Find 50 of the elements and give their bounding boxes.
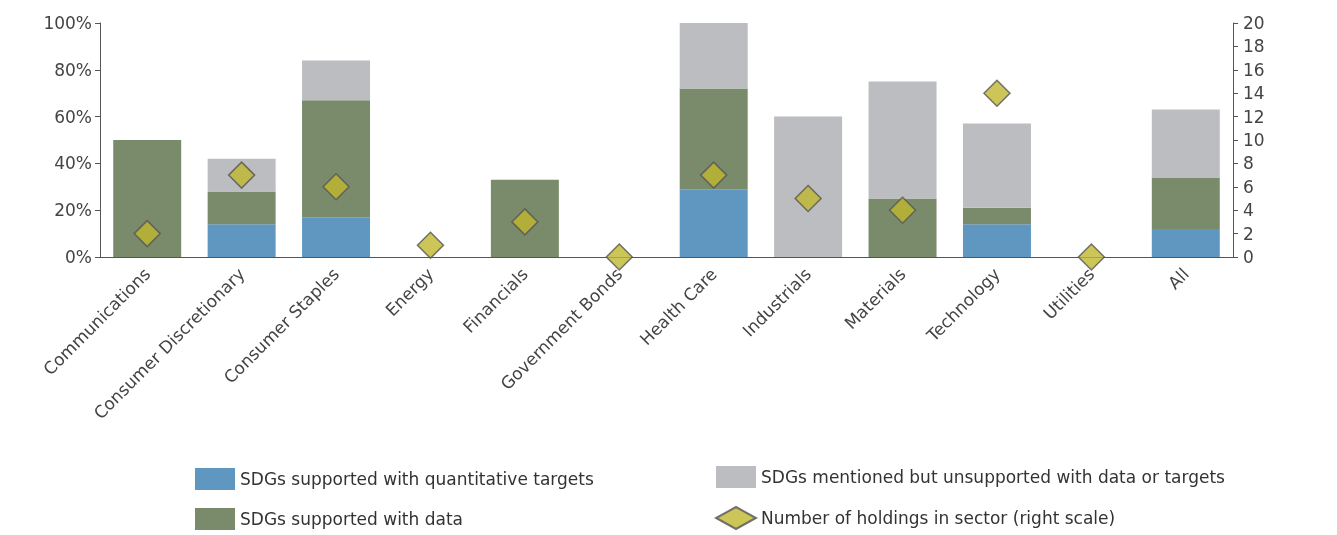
y2-tick-label: 8	[1243, 153, 1254, 174]
y-tick-label: 40%	[54, 153, 92, 174]
y2-tick-label: 14	[1243, 83, 1265, 104]
bar	[302, 100, 371, 218]
bar	[774, 116, 843, 257]
bar	[113, 140, 182, 257]
bar	[679, 23, 748, 89]
bar	[490, 179, 559, 257]
y2-tick-label: 20	[1243, 13, 1265, 33]
point	[322, 173, 350, 201]
y2-tick-label: 0	[1243, 247, 1254, 267]
bar	[962, 123, 1031, 208]
point	[605, 243, 634, 271]
bar	[207, 191, 276, 225]
bar	[1151, 228, 1220, 257]
y2-tick-label: 12	[1243, 106, 1265, 127]
bar	[302, 60, 371, 101]
legend-label: Number of holdings in sector (right scale)	[761, 508, 1116, 528]
point	[983, 79, 1011, 107]
y2-tick-label: 2	[1243, 223, 1254, 244]
y2-tick-label: 16	[1243, 59, 1265, 80]
legend-label: SDGs supported with data	[240, 509, 464, 529]
x-tick-label: All	[1163, 263, 1193, 293]
bar	[1151, 109, 1220, 178]
point	[888, 196, 917, 224]
legend-label: SDGs supported with quantitative targets	[240, 469, 594, 489]
bar	[868, 81, 937, 199]
point	[794, 184, 822, 213]
bar	[302, 217, 371, 257]
y-tick-label: 20%	[54, 200, 92, 221]
y2-tick-label: 4	[1243, 200, 1254, 221]
bar	[679, 189, 748, 257]
y2-tick-label: 10	[1243, 130, 1265, 150]
point	[416, 231, 445, 260]
legend-label: SDGs mentioned but unsupported with data or targets	[761, 467, 1226, 487]
point	[699, 161, 728, 189]
y-tick-label: 80%	[54, 59, 92, 80]
y-tick-label: 60%	[54, 106, 92, 127]
bar	[962, 207, 1031, 225]
y2-tick-label: 6	[1243, 176, 1254, 197]
point	[1077, 243, 1106, 271]
y2-tick-label: 18	[1243, 36, 1265, 57]
bar	[679, 88, 748, 190]
bar	[868, 198, 937, 257]
y-tick-label: 100%	[43, 13, 92, 33]
bar	[207, 224, 276, 257]
y-tick-label: 0%	[65, 247, 92, 267]
point	[133, 219, 161, 248]
bar	[1151, 177, 1220, 229]
bar	[962, 224, 1031, 257]
